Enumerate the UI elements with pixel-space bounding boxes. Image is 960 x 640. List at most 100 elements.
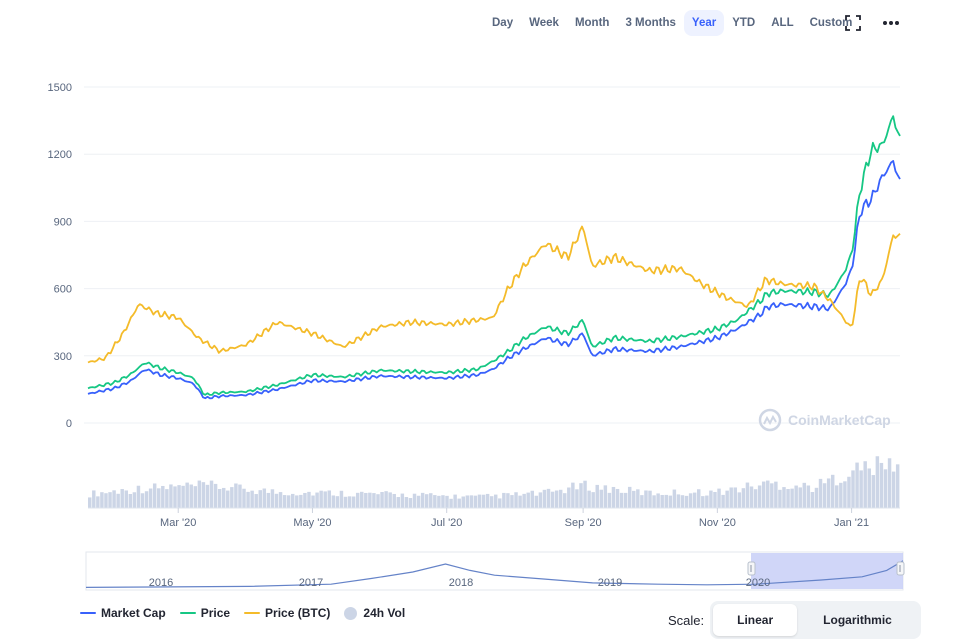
scale-logarithmic-button[interactable]: Logarithmic	[823, 613, 892, 627]
volume-bar	[538, 492, 543, 508]
volume-bar	[364, 492, 368, 508]
volume-bar	[205, 484, 210, 508]
volume-bar	[372, 493, 376, 508]
volume-bar	[599, 489, 604, 508]
volume-bar	[822, 483, 827, 508]
volume-bar	[741, 488, 746, 508]
volume-bar	[92, 490, 96, 508]
volume-bar	[506, 493, 510, 508]
volume-bar	[258, 490, 262, 508]
volume-bar	[794, 485, 798, 508]
volume-bar	[810, 491, 815, 508]
volume-bar	[254, 494, 258, 508]
volume-bar	[558, 489, 563, 508]
legend-line-icon	[179, 612, 196, 614]
volume-bar	[303, 492, 307, 508]
volume-bar	[331, 495, 336, 508]
volume-bar	[611, 486, 616, 508]
volume-bar	[189, 484, 193, 508]
volume-bar	[489, 496, 494, 508]
volume-bar	[863, 461, 867, 508]
legend-price[interactable]: Price	[179, 606, 231, 620]
scale-toggle: Linear Logarithmic	[710, 601, 921, 639]
volume-bar	[461, 496, 465, 508]
range-ytd-button[interactable]: YTD	[732, 17, 756, 29]
volume-bar	[534, 495, 539, 508]
volume-bar	[124, 490, 128, 508]
legend-24h-vol[interactable]: 24h Vol	[344, 606, 405, 620]
volume-bar	[546, 488, 551, 508]
volume-bar	[818, 478, 823, 508]
y-tick-label: 0	[66, 418, 72, 430]
volume-bar	[140, 493, 145, 508]
volume-bar	[786, 489, 790, 508]
volume-bar	[737, 492, 742, 508]
range-day-button[interactable]: Day	[492, 17, 514, 29]
volume-bar	[583, 480, 587, 508]
legend-label: Price	[200, 606, 231, 620]
y-tick-label: 1500	[48, 82, 72, 94]
volume-bar	[684, 495, 689, 508]
volume-bar	[615, 488, 620, 508]
range-all-button[interactable]: ALL	[771, 17, 794, 29]
volume-bar	[636, 489, 640, 508]
volume-bar	[295, 495, 299, 508]
volume-bar	[692, 492, 697, 508]
volume-bar	[291, 493, 295, 508]
volume-bar	[782, 487, 786, 508]
navigator-handle[interactable]	[747, 561, 756, 576]
volume-bar	[343, 496, 348, 508]
more-dots-icon[interactable]	[878, 10, 904, 36]
navigator-year-label: 2019	[598, 577, 622, 589]
x-tick-label: May '20	[293, 517, 331, 529]
volume-bar	[473, 495, 478, 508]
navigator-handle[interactable]	[896, 561, 905, 576]
volume-bar	[733, 487, 737, 508]
volume-bar	[209, 480, 214, 508]
range-year-button[interactable]: Year	[683, 10, 725, 36]
range-week-button[interactable]: Week	[529, 17, 559, 29]
legend-market-cap[interactable]: Market Cap	[80, 606, 166, 620]
volume-bar	[441, 495, 445, 508]
series-line-price-btc	[87, 225, 901, 364]
range-custom-button[interactable]: Custom	[809, 17, 853, 29]
volume-bar	[437, 495, 441, 508]
volume-bar	[729, 487, 733, 508]
volume-bar	[526, 492, 530, 508]
volume-bar	[201, 482, 206, 508]
volume-bar	[830, 474, 835, 508]
volume-bar	[835, 485, 839, 508]
volume-bar	[627, 486, 632, 508]
x-tick-label: Jul '20	[431, 517, 462, 529]
volume-bar	[619, 492, 624, 508]
volume-bar	[603, 485, 608, 508]
legend-label: Price (BTC)	[265, 606, 331, 620]
scale-linear-button[interactable]: Linear	[713, 604, 798, 636]
volume-bar	[96, 496, 100, 508]
volume-bar	[563, 493, 567, 508]
volume-bar	[680, 495, 685, 508]
volume-bar	[128, 493, 133, 508]
legend-line-icon	[80, 612, 96, 614]
volume-bar	[697, 489, 701, 508]
legend-price-btc[interactable]: Price (BTC)	[244, 606, 330, 620]
volume-bar	[355, 492, 360, 508]
volume-bar	[851, 470, 855, 508]
price-chart[interactable]: 0 300 600 900 1200 1500 CoinMarketCap Mar '20…	[0, 0, 960, 600]
expand-icon[interactable]	[840, 10, 866, 36]
volume-bar	[749, 486, 754, 508]
volume-bar	[632, 490, 636, 508]
y-tick-label: 1200	[48, 149, 72, 161]
volume-bar	[234, 483, 238, 508]
volume-bar	[132, 492, 137, 508]
volume-bar	[242, 488, 246, 508]
volume-bar	[380, 492, 384, 508]
volume-bar	[299, 494, 303, 508]
range-3months-button[interactable]: 3 Months	[625, 17, 676, 29]
volume-bar	[335, 496, 340, 508]
volume-bar	[197, 480, 202, 508]
volume-bar	[282, 495, 287, 508]
x-axis-ticks: Mar '20 May '20 Jul '20 Sep '20 Nov '20 Jan '…	[160, 508, 869, 529]
range-month-button[interactable]: Month	[574, 17, 610, 29]
volume-bar	[485, 493, 490, 508]
